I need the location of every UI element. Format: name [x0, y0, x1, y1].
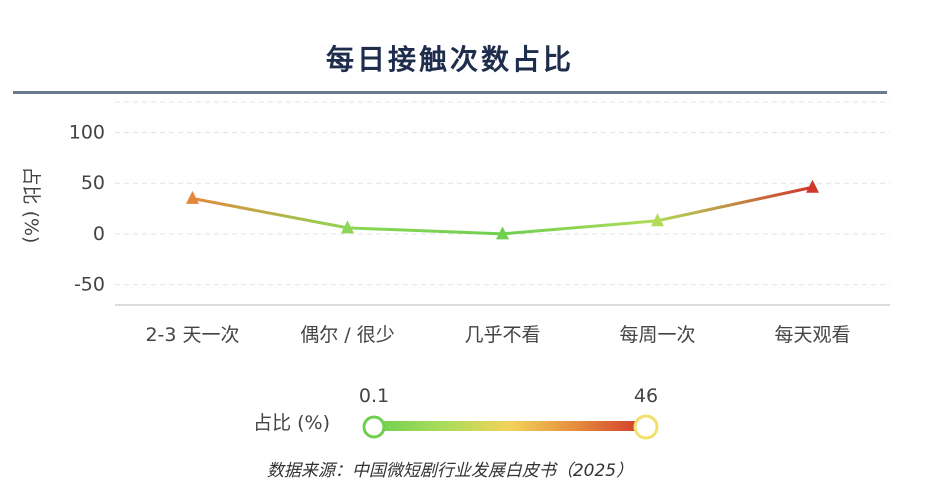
visual-map-label: 占比 (%) [253, 412, 330, 434]
visual-map-max-handle[interactable] [633, 414, 659, 440]
visual-map-max-label: 46 [634, 385, 658, 407]
y-axis-label: 占比 (%) [20, 167, 42, 244]
y-tick-label: -50 [74, 274, 105, 296]
axis-layer: 100 50 0 -50 2-3 天一次 偶尔 / 很少 几乎不看 每周一次 每天观看 占比 (%… [20, 121, 890, 346]
series-line-segment [191, 196, 349, 230]
series-line-segment [656, 185, 814, 223]
visual-map-bar [374, 421, 646, 431]
series-line-layer [191, 185, 814, 236]
data-point-marker [341, 220, 354, 234]
series-line-segment [346, 226, 504, 236]
source-note: 数据来源：中国微短剧行业发展白皮书（2025） [266, 461, 634, 481]
x-tick-label: 几乎不看 [464, 324, 540, 346]
visual-map: 占比 (%) 0.1 46 [253, 385, 659, 440]
x-tick-label: 偶尔 / 很少 [300, 324, 394, 346]
marker-layer [186, 179, 819, 240]
series-line-segment [501, 219, 659, 236]
x-tick-label: 每周一次 [619, 324, 695, 346]
y-tick-label: 0 [93, 223, 105, 245]
data-point-marker [651, 213, 664, 227]
visual-map-min-handle[interactable] [362, 415, 386, 439]
grid-layer [115, 101, 890, 286]
chart-title: 每日接触次数占比 [325, 43, 574, 76]
data-point-marker [496, 226, 509, 240]
data-point-marker [186, 190, 199, 204]
y-tick-label: 100 [69, 121, 105, 143]
visual-map-min-label: 0.1 [359, 385, 389, 407]
y-tick-label: 50 [81, 172, 105, 194]
x-tick-label: 2-3 天一次 [145, 324, 239, 346]
data-point-marker [806, 179, 819, 193]
x-tick-label: 每天观看 [774, 324, 850, 346]
title-divider [13, 91, 887, 94]
